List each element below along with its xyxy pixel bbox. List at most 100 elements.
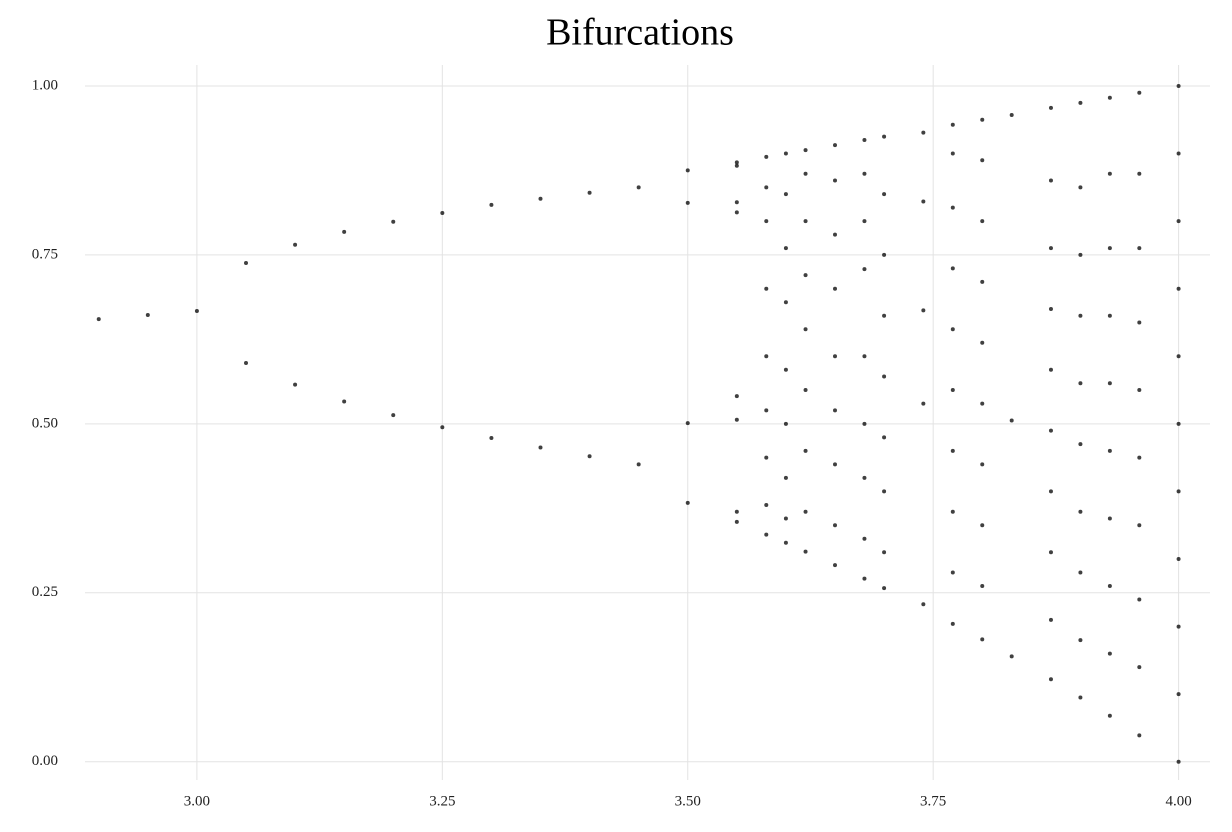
point (1048, 246, 1053, 251)
point (194, 308, 199, 313)
point (538, 196, 543, 201)
point (1137, 388, 1142, 393)
point (440, 425, 445, 430)
point (1078, 695, 1083, 700)
point (1107, 516, 1112, 521)
point (1107, 95, 1112, 100)
point (783, 192, 788, 197)
point (1107, 381, 1112, 386)
point (783, 151, 788, 156)
point (243, 361, 248, 366)
chart-title: Bifurcations (546, 12, 734, 54)
x-tick-label: 3.75 (920, 793, 946, 809)
point (587, 190, 592, 195)
point (1048, 428, 1053, 433)
point (882, 192, 887, 197)
point (1009, 654, 1014, 659)
point (293, 382, 298, 387)
point (1048, 550, 1053, 555)
point (980, 637, 985, 642)
point (1176, 624, 1181, 629)
point (862, 354, 867, 359)
point (1137, 171, 1142, 176)
point (833, 408, 837, 413)
point (950, 151, 955, 156)
point (783, 246, 788, 251)
point (882, 435, 887, 440)
point (1078, 252, 1083, 257)
point (950, 266, 955, 271)
point (734, 210, 739, 215)
point (1107, 713, 1112, 718)
point (803, 448, 808, 453)
point (950, 388, 955, 393)
point (950, 205, 955, 210)
point (833, 143, 837, 148)
point (1137, 733, 1142, 738)
point (1176, 354, 1181, 359)
point (950, 327, 955, 332)
x-tick-label: 3.25 (429, 793, 455, 809)
point (921, 602, 926, 607)
point (734, 394, 739, 399)
point (685, 168, 690, 173)
point (1176, 489, 1181, 494)
point (391, 219, 396, 224)
point (145, 313, 150, 318)
point (489, 202, 494, 207)
point (764, 286, 769, 291)
point (862, 475, 867, 480)
point (734, 160, 739, 165)
point (803, 327, 808, 332)
point (783, 367, 788, 372)
point (1107, 246, 1112, 251)
point (783, 516, 788, 521)
point (764, 154, 769, 159)
point (391, 413, 396, 418)
point (783, 540, 788, 545)
point (980, 279, 985, 284)
point (734, 519, 739, 524)
point (1176, 421, 1181, 426)
point (1009, 113, 1014, 118)
point (833, 462, 837, 467)
point (1107, 313, 1112, 318)
point (783, 475, 788, 480)
point (1137, 597, 1142, 602)
point (1107, 448, 1112, 453)
point (1107, 651, 1112, 656)
point (1048, 677, 1053, 682)
point (803, 219, 808, 224)
point (980, 584, 985, 589)
y-tick-label: 0.25 (32, 584, 58, 600)
point (1048, 489, 1053, 494)
point (882, 134, 887, 139)
point (1137, 246, 1142, 251)
point (764, 354, 769, 359)
point (783, 421, 788, 426)
point (882, 374, 887, 379)
point (1176, 557, 1181, 562)
point (1176, 83, 1181, 88)
point (833, 354, 837, 359)
point (342, 399, 347, 404)
point (950, 122, 955, 127)
point (862, 421, 867, 426)
point (1009, 418, 1014, 423)
y-tick-label: 0.00 (32, 753, 58, 769)
point (862, 219, 867, 224)
point (921, 130, 926, 135)
point (1137, 523, 1142, 528)
point (1078, 100, 1083, 105)
point (685, 421, 690, 426)
point (1078, 442, 1083, 447)
x-tick-label: 4.00 (1165, 793, 1191, 809)
point (1176, 219, 1181, 224)
point (803, 549, 808, 554)
point (1078, 381, 1083, 386)
point (764, 502, 769, 507)
point (440, 211, 445, 216)
point (342, 229, 347, 234)
point (833, 523, 837, 528)
point (921, 401, 926, 406)
